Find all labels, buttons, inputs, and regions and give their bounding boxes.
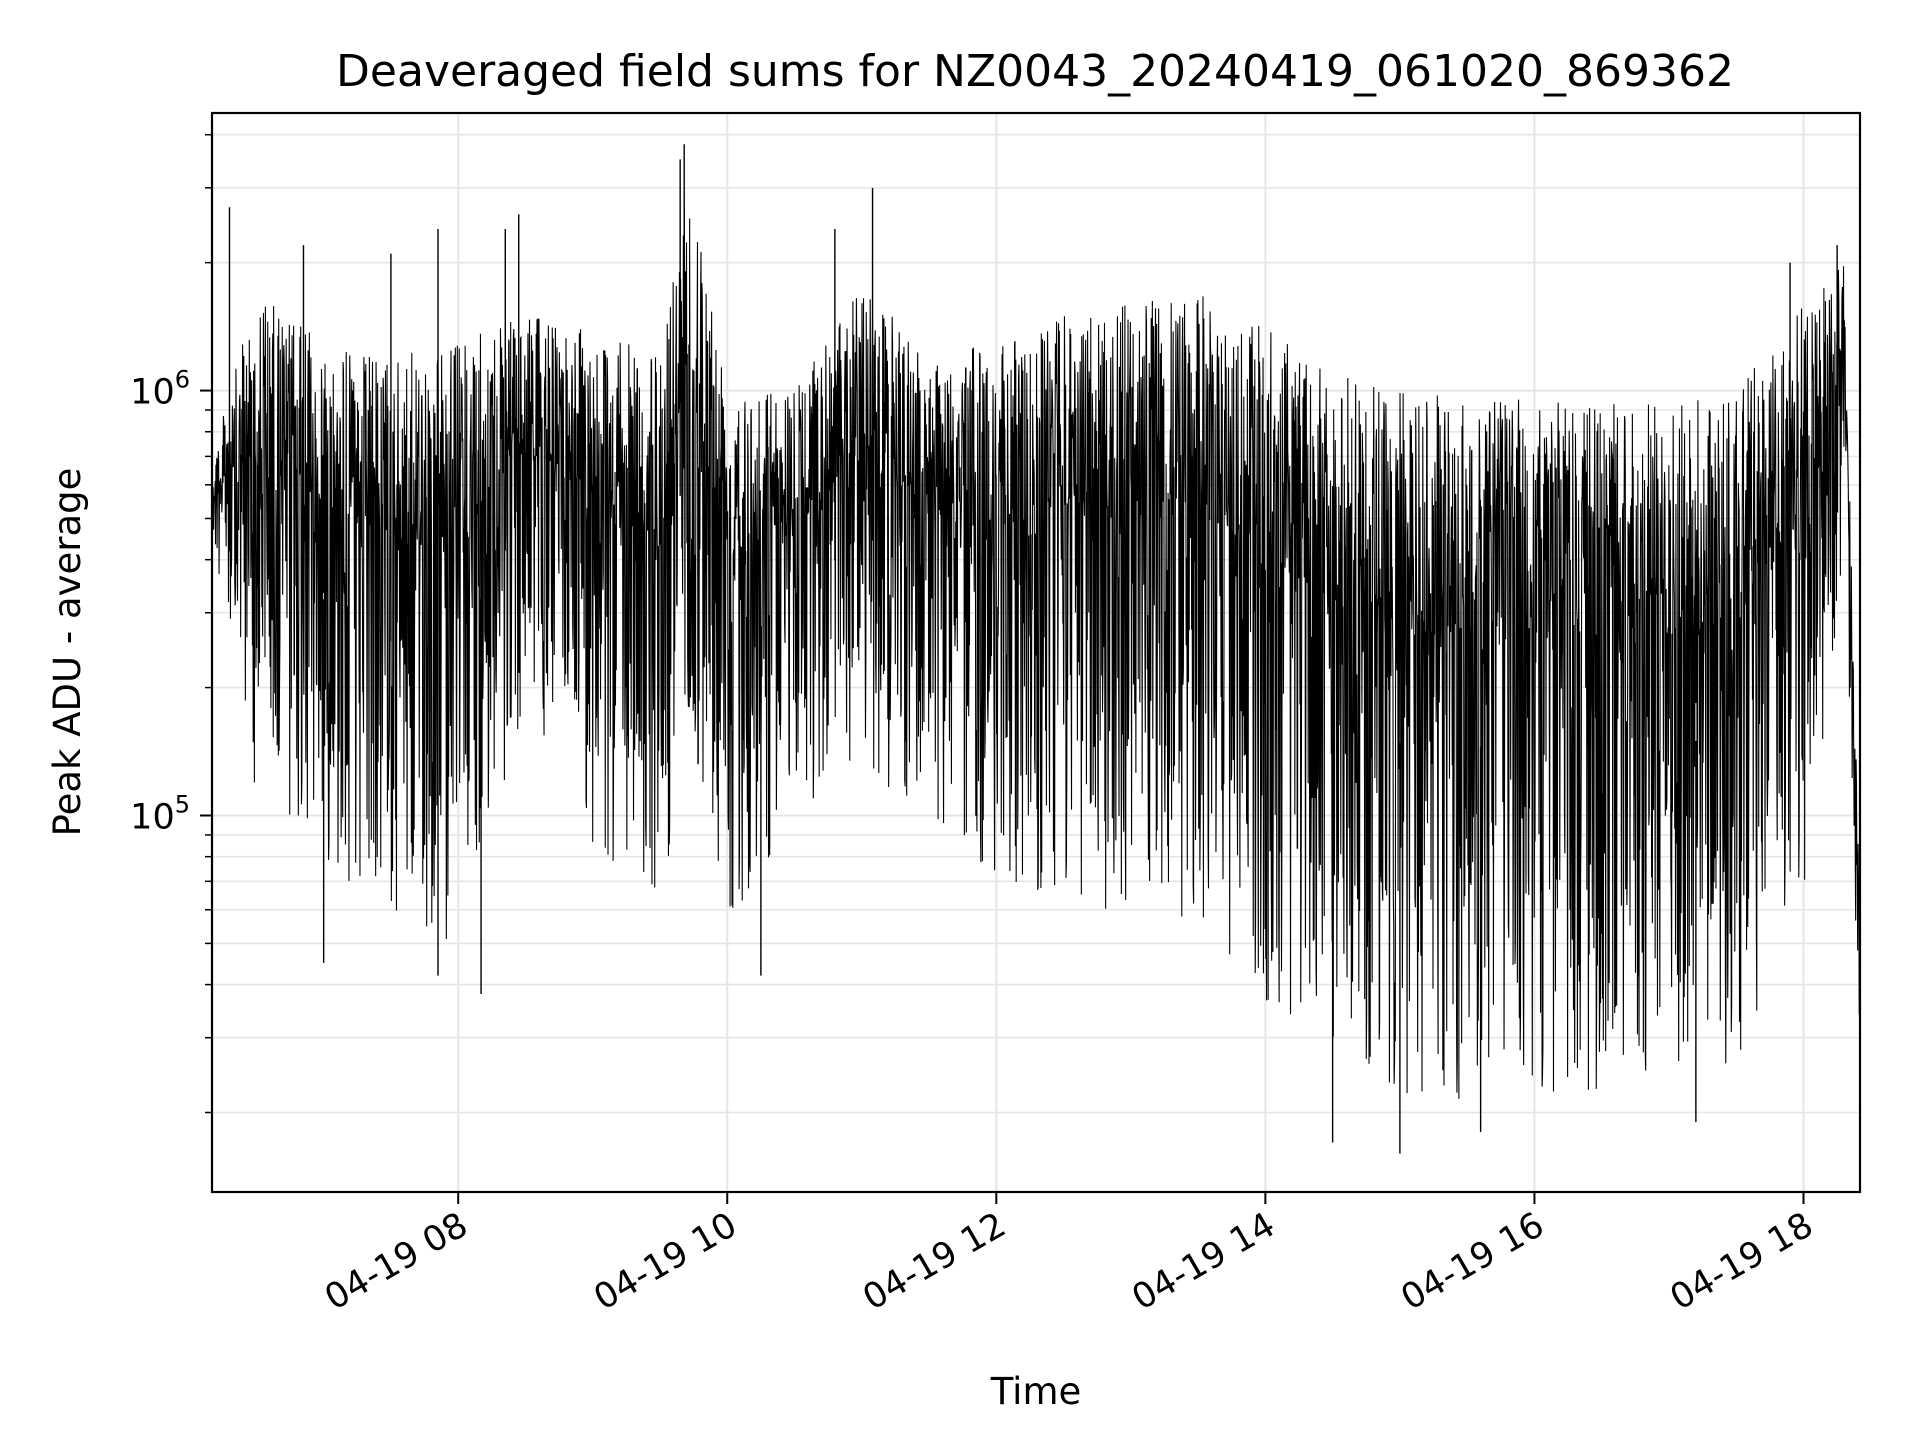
y-tick-label-base: 10: [130, 797, 175, 837]
y-tick-label: 106: [130, 366, 190, 413]
x-axis-label: Time: [990, 1370, 1082, 1413]
chart-title: Deaveraged field sums for NZ0043_2024041…: [336, 46, 1734, 97]
y-tick-label-exponent: 5: [175, 790, 190, 818]
plot-area: [211, 144, 1861, 1154]
y-tick-label-base: 10: [130, 373, 175, 413]
y-tick-label: 105: [130, 790, 190, 837]
plot-frame: [210, 111, 1862, 1194]
data-series-trace: [211, 205, 1861, 1099]
y-axis-label: Peak ADU - average: [46, 468, 89, 837]
y-tick-label-exponent: 6: [175, 366, 190, 394]
